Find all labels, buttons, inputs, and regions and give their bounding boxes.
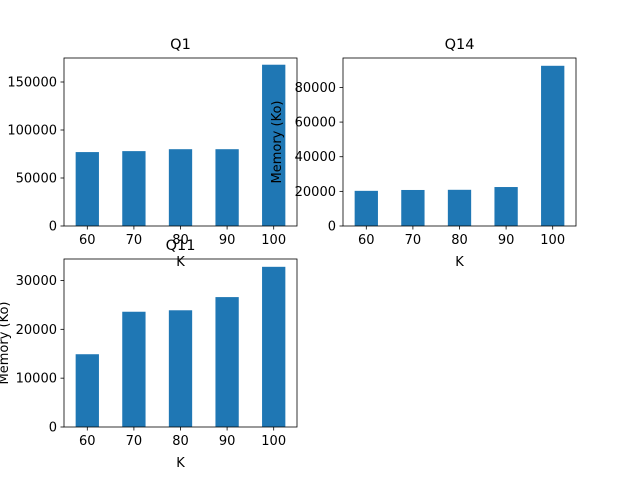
bar	[168, 149, 193, 226]
y-tick-label: 150000	[7, 76, 57, 91]
chart-title: Q11	[166, 238, 196, 254]
x-tick-label: 80	[451, 233, 468, 248]
x-tick-label: 90	[219, 233, 236, 248]
x-tick-label: 70	[126, 233, 143, 248]
chart-panel-0: 60 70 80 90 100 0 50000 100000 150000 Q1 K	[7, 37, 298, 270]
bar	[494, 187, 518, 226]
x-tick-label: 70	[126, 434, 143, 449]
y-tick-label: 100000	[7, 124, 57, 139]
y-tick-label: 60000	[295, 116, 336, 131]
y-tick-label: 0	[49, 421, 57, 436]
bar	[215, 149, 239, 226]
x-tick-label: 80	[172, 434, 189, 449]
bar	[168, 310, 193, 427]
x-tick-label: 90	[498, 233, 515, 248]
x-axis-label: K	[455, 255, 464, 270]
y-tick-label: 20000	[295, 185, 336, 200]
bar	[122, 151, 146, 226]
bar	[354, 190, 378, 226]
x-tick-label: 80	[172, 233, 189, 248]
y-tick-label: 30000	[16, 274, 57, 289]
bar	[75, 152, 99, 226]
y-axis-label: Memory (Ko)	[270, 101, 285, 184]
x-axis-label: K	[176, 456, 185, 471]
y-tick-label: 40000	[295, 150, 336, 165]
x-tick-label: 90	[219, 434, 236, 449]
bar	[215, 297, 239, 427]
chart-title: Q14	[445, 37, 475, 53]
y-tick-label: 0	[49, 220, 57, 235]
chart-panel-1: 60 70 80 90 100 0 20000 40000 60000 80000 Q14 K Memo…	[270, 37, 577, 270]
x-tick-label: 60	[358, 233, 375, 248]
x-tick-label: 100	[540, 233, 565, 248]
y-axis-label: Memory (Ko)	[0, 302, 12, 385]
bar	[447, 189, 472, 226]
bar	[75, 354, 99, 427]
x-tick-label: 100	[261, 233, 286, 248]
x-tick-label: 60	[79, 233, 96, 248]
y-tick-label: 20000	[16, 323, 57, 338]
bar	[262, 266, 286, 427]
bar	[122, 311, 146, 427]
y-tick-label: 80000	[295, 81, 336, 96]
y-tick-label: 50000	[16, 172, 57, 187]
x-tick-label: 70	[405, 233, 422, 248]
bar	[262, 64, 286, 226]
y-tick-label: 0	[328, 220, 336, 235]
x-tick-label: 100	[261, 434, 286, 449]
x-tick-label: 60	[79, 434, 96, 449]
x-axis-label: K	[176, 255, 185, 270]
bar	[541, 65, 565, 226]
chart-title: Q1	[170, 37, 191, 53]
y-tick-label: 10000	[16, 372, 57, 387]
bar	[401, 189, 425, 226]
